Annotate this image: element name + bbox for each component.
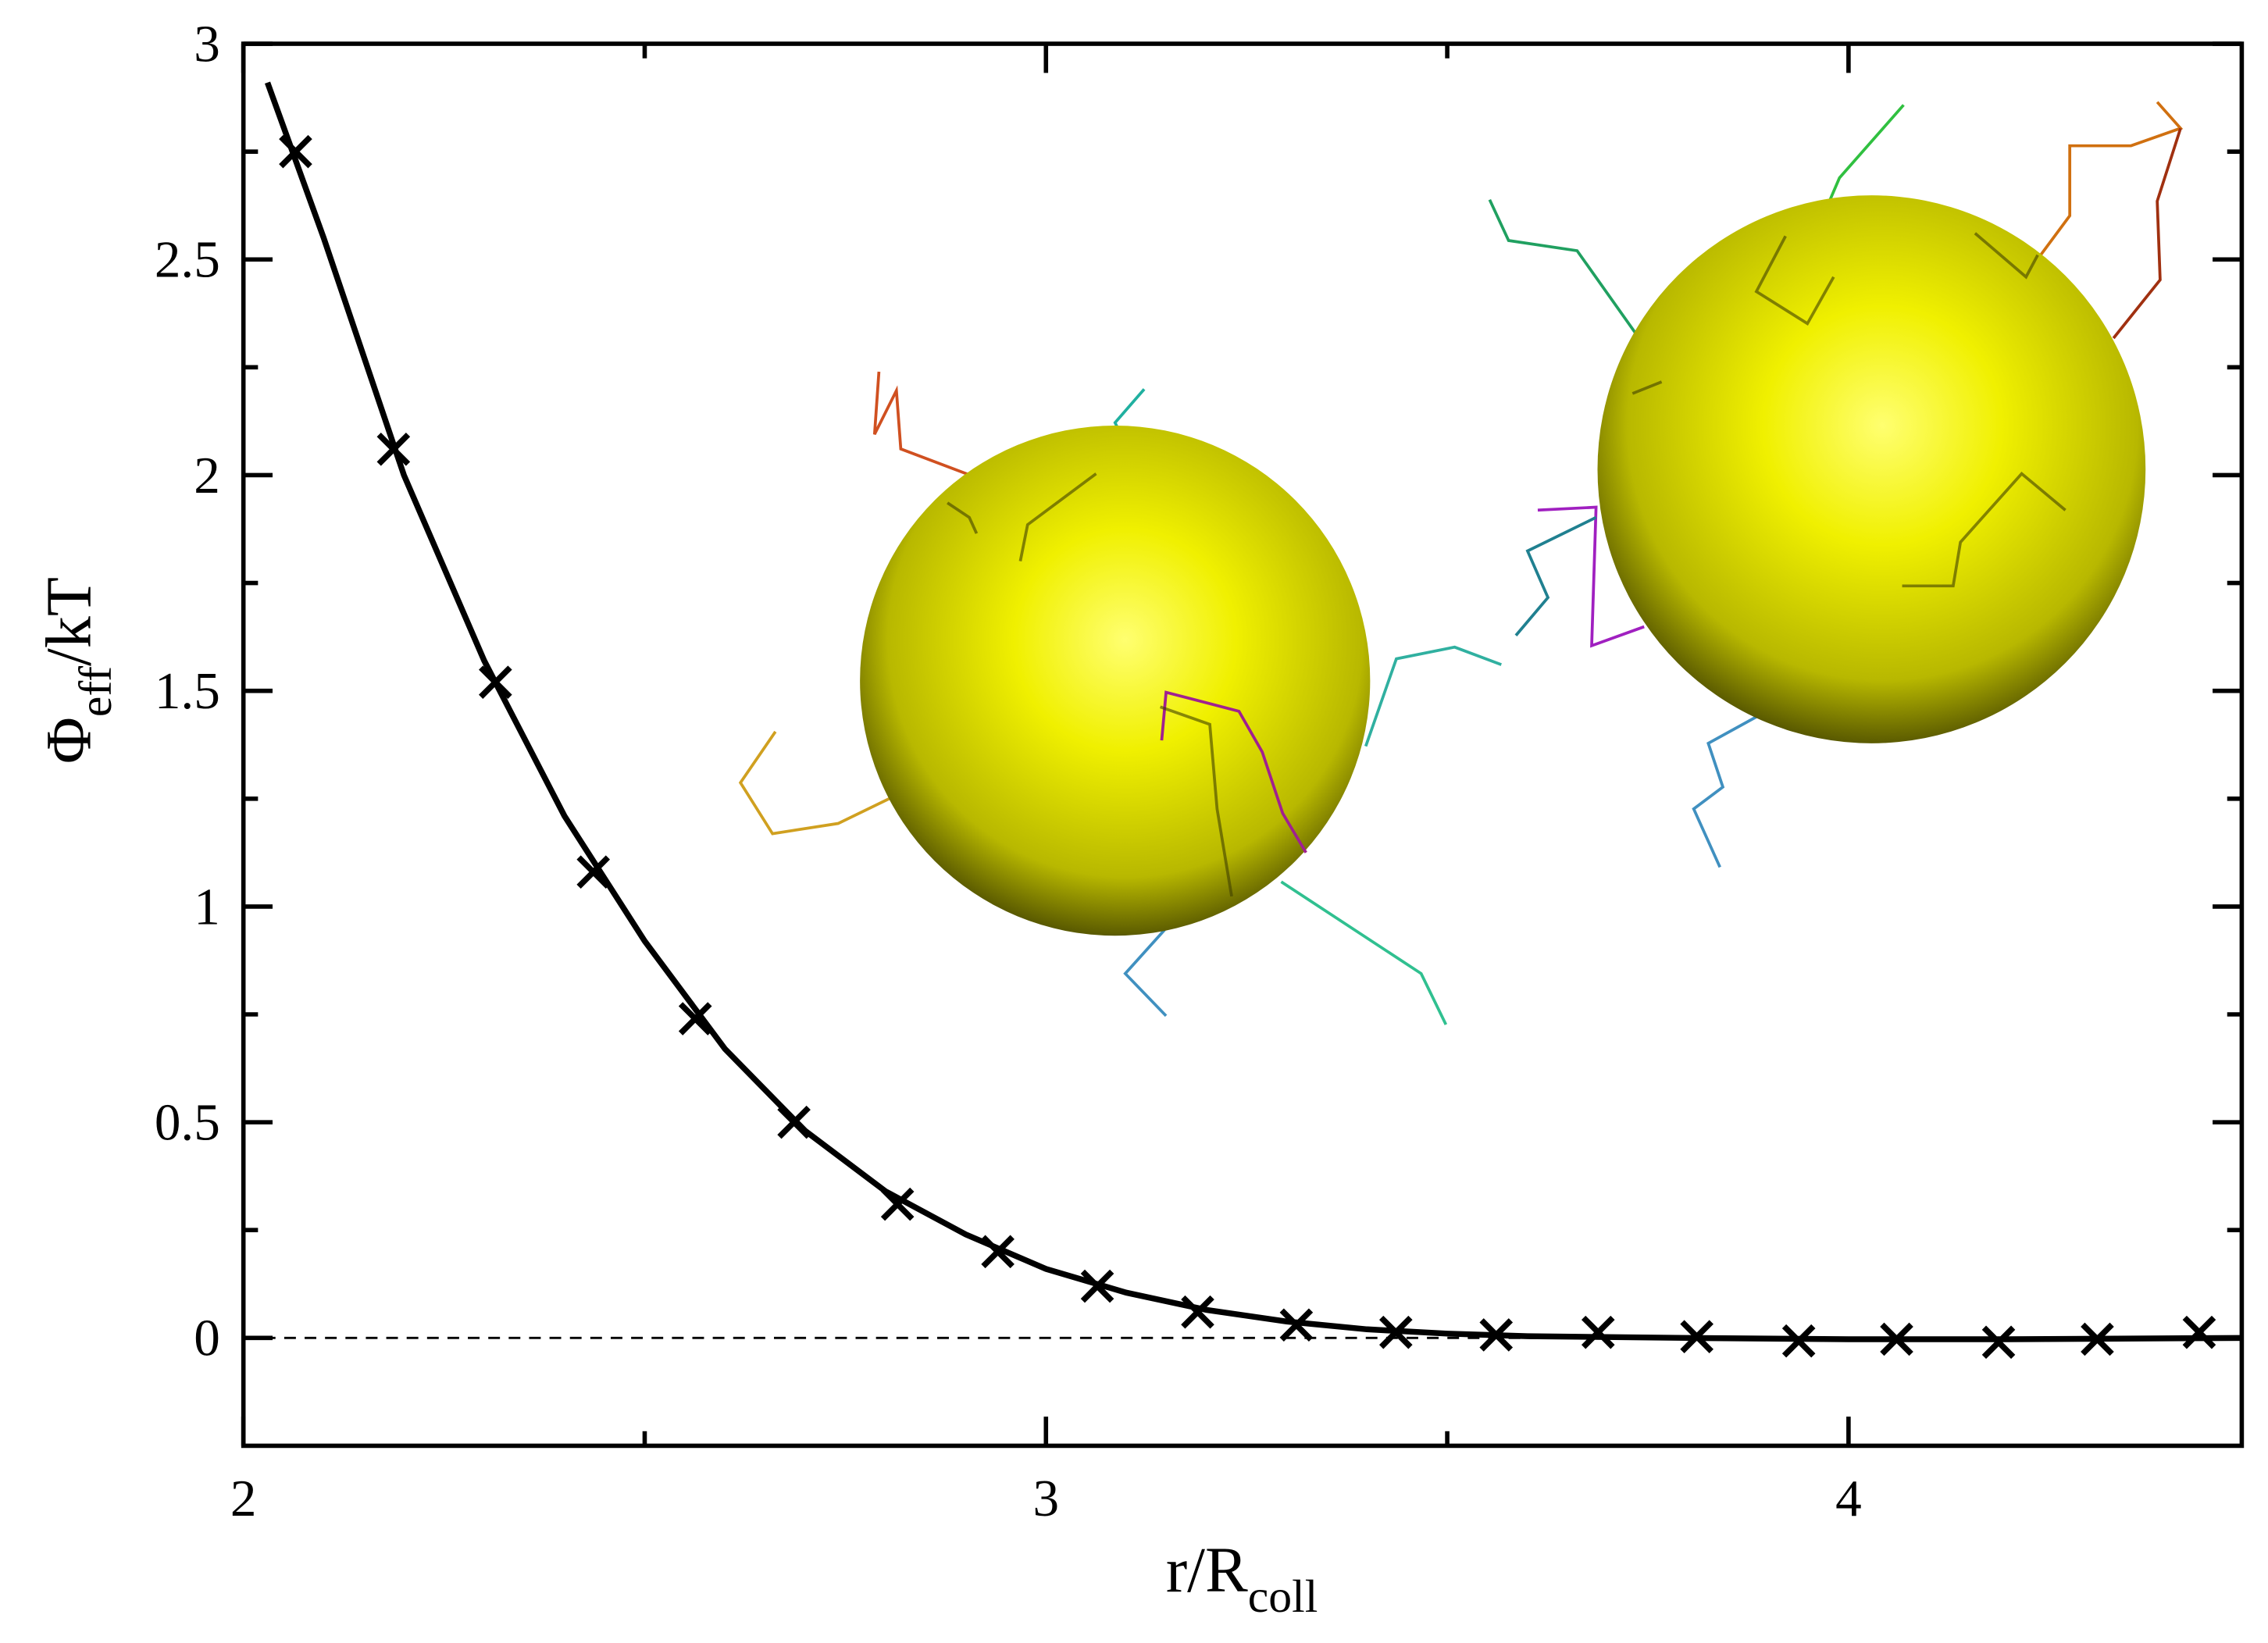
cross-marker — [1479, 1318, 1514, 1352]
cross-marker — [2081, 1322, 2114, 1356]
cross-marker — [1781, 1324, 1816, 1358]
cross-marker — [880, 1187, 915, 1221]
cross-marker — [479, 665, 512, 699]
cross-marker — [2182, 1315, 2216, 1349]
cross-marker — [1880, 1322, 1913, 1356]
plot-area: 2 3 4 0 0.5 1 1.5 2 2.5 3 — [155, 14, 2242, 1527]
y-tick-label: 3 — [194, 14, 220, 73]
y-axis-label: Φeff/kT — [34, 577, 121, 764]
x-tick-label: 3 — [1032, 1469, 1059, 1527]
frame — [241, 41, 2245, 1449]
cross-marker — [1981, 1325, 2016, 1360]
y-tick-label: 0.5 — [155, 1093, 220, 1152]
cross-marker — [777, 1105, 811, 1139]
cross-marker — [1181, 1295, 1214, 1329]
x-label-sub: coll — [1248, 1570, 1318, 1622]
cross-marker — [1279, 1308, 1314, 1342]
cross-marker — [1080, 1269, 1114, 1303]
y-tick-label: 0 — [194, 1309, 220, 1367]
y-label-sub: eff — [70, 666, 121, 717]
x-tick-label: 4 — [1835, 1469, 1862, 1527]
y-tick-label: 2.5 — [155, 230, 220, 289]
y-tick-label: 1.5 — [155, 661, 220, 720]
x-axis-label: r/Rcoll — [1166, 1534, 1318, 1622]
y-label-rest: /kT — [34, 577, 105, 666]
cross-marker — [1680, 1320, 1713, 1353]
y-tick-label: 1 — [194, 877, 220, 936]
illustration — [738, 101, 2184, 1025]
x-label-main: r/R — [1166, 1534, 1248, 1606]
y-label-main: Φ — [34, 717, 105, 764]
fit-curve — [264, 81, 2242, 1342]
cross-marker — [376, 433, 411, 466]
cross-marker — [279, 134, 312, 169]
cross-marker — [678, 1002, 712, 1035]
y-tick-label: 2 — [194, 446, 220, 504]
cross-marker — [576, 855, 611, 889]
cross-marker — [1581, 1315, 1615, 1349]
cross-marker — [981, 1235, 1015, 1269]
cross-marker — [1379, 1315, 1413, 1349]
x-tick-label: 2 — [230, 1469, 257, 1527]
